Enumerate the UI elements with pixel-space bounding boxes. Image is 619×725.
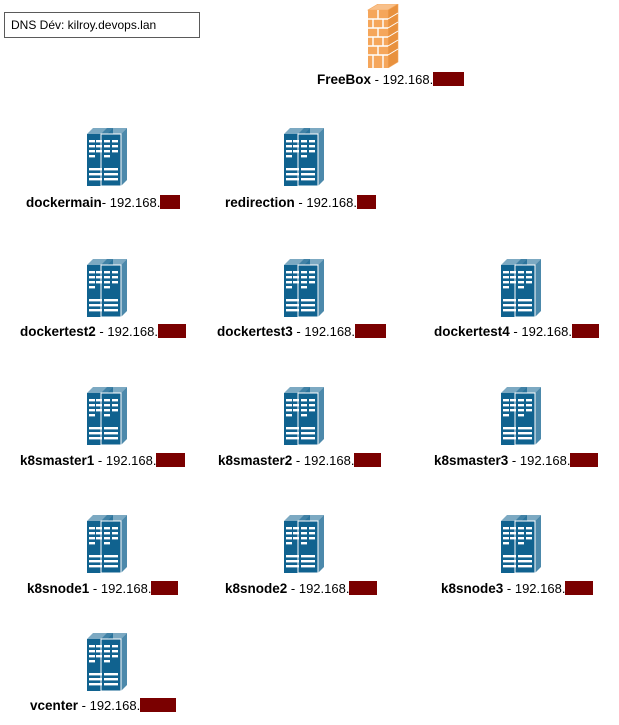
server-ip: 192.168. [89, 698, 141, 713]
redacted-ip-block [160, 195, 181, 209]
server-ip: 192.168. [100, 581, 152, 596]
redacted-ip-block [570, 453, 599, 467]
server-name: redirection [225, 195, 295, 210]
server-rack-icon [284, 128, 324, 187]
server-rack-icon [501, 515, 541, 574]
server-label-dockertest4: dockertest4 - 192.168. [434, 324, 599, 340]
server-node-k8smaster2[interactable] [282, 385, 326, 447]
server-name: dockertest4 [434, 324, 510, 339]
server-node-dockertest2[interactable] [85, 257, 129, 319]
server-rack-icon [284, 387, 324, 446]
server-node-k8snode3[interactable] [499, 513, 543, 575]
redacted-ip-block [433, 72, 465, 86]
server-rack-icon [284, 259, 324, 318]
server-sep: - [94, 453, 106, 468]
server-sep: - [292, 324, 305, 339]
redacted-ip-block [354, 453, 382, 467]
server-name: k8snode2 [225, 581, 288, 596]
server-label-dockermain: dockermain- 192.168. [26, 195, 181, 211]
redacted-ip-block [156, 453, 186, 467]
server-label-redirection: redirection - 192.168. [225, 195, 376, 211]
server-name: k8smaster1 [20, 453, 95, 468]
firewall-icon [366, 4, 399, 68]
server-rack-icon [87, 259, 127, 318]
redacted-ip-block [157, 324, 186, 338]
firewall-label: FreeBox - 192.168. [317, 72, 465, 88]
server-rack-icon [284, 515, 324, 574]
server-rack-icon [87, 387, 127, 446]
server-label-vcenter: vcenter - 192.168. [30, 698, 177, 714]
server-node-dockertest4[interactable] [499, 257, 543, 319]
server-label-k8smaster3: k8smaster3 - 192.168. [434, 453, 599, 469]
server-label-k8snode1: k8snode1 - 192.168. [27, 581, 179, 597]
server-ip: 192.168. [306, 195, 357, 210]
server-ip: 192.168. [298, 581, 350, 596]
firewall-sep: - [371, 72, 383, 87]
redacted-ip-block [356, 195, 376, 209]
server-rack-icon [87, 633, 127, 692]
server-rack-icon [87, 128, 127, 187]
firewall-name: FreeBox [317, 72, 372, 87]
server-sep: - [294, 195, 307, 210]
server-name: k8snode3 [441, 581, 504, 596]
server-node-dockermain[interactable] [85, 126, 129, 188]
server-sep: - [89, 581, 101, 596]
server-sep: - [287, 581, 299, 596]
redacted-ip-block [571, 324, 599, 338]
server-rack-icon [501, 387, 541, 446]
server-label-k8smaster2: k8smaster2 - 192.168. [218, 453, 382, 469]
server-ip: 192.168. [105, 453, 157, 468]
server-name: k8smaster3 [434, 453, 509, 468]
server-name: dockertest3 [217, 324, 293, 339]
server-name: dockermain [26, 195, 102, 210]
server-sep: - [78, 698, 90, 713]
server-ip: 192.168. [107, 324, 158, 339]
redacted-ip-block [349, 581, 378, 595]
server-node-dockertest3[interactable] [282, 257, 326, 319]
server-node-redirection[interactable] [282, 126, 326, 188]
server-ip: 192.168. [519, 453, 571, 468]
server-label-k8snode2: k8snode2 - 192.168. [225, 581, 378, 597]
server-sep: - [508, 453, 520, 468]
server-sep: - [95, 324, 108, 339]
server-ip: 192.168. [514, 581, 566, 596]
server-sep: - [101, 195, 110, 210]
server-name: k8snode1 [27, 581, 90, 596]
server-node-k8smaster1[interactable] [85, 385, 129, 447]
server-node-k8smaster3[interactable] [499, 385, 543, 447]
redacted-ip-block [354, 324, 386, 338]
server-rack-icon [501, 259, 541, 318]
server-label-dockertest3: dockertest3 - 192.168. [217, 324, 386, 340]
server-name: vcenter [30, 698, 79, 713]
redacted-ip-block [565, 581, 594, 595]
server-ip: 192.168. [109, 195, 161, 210]
server-ip: 192.168. [303, 453, 355, 468]
server-label-dockertest2: dockertest2 - 192.168. [20, 324, 186, 340]
server-rack-icon [87, 515, 127, 574]
server-sep: - [509, 324, 522, 339]
firewall-ip: 192.168. [382, 72, 434, 87]
redacted-ip-block [140, 698, 177, 712]
server-ip: 192.168. [304, 324, 355, 339]
firewall-node-freebox[interactable] [360, 4, 400, 68]
redacted-ip-block [151, 581, 179, 595]
server-name: k8smaster2 [218, 453, 293, 468]
server-label-k8snode3: k8snode3 - 192.168. [441, 581, 594, 597]
server-node-k8snode1[interactable] [85, 513, 129, 575]
server-sep: - [503, 581, 515, 596]
server-name: dockertest2 [20, 324, 96, 339]
dns-label-box: DNS Dév: kilroy.devops.lan [4, 12, 200, 38]
server-label-k8smaster1: k8smaster1 - 192.168. [20, 453, 186, 469]
server-node-vcenter[interactable] [85, 631, 129, 693]
server-ip: 192.168. [521, 324, 572, 339]
server-node-k8snode2[interactable] [282, 513, 326, 575]
server-sep: - [292, 453, 304, 468]
